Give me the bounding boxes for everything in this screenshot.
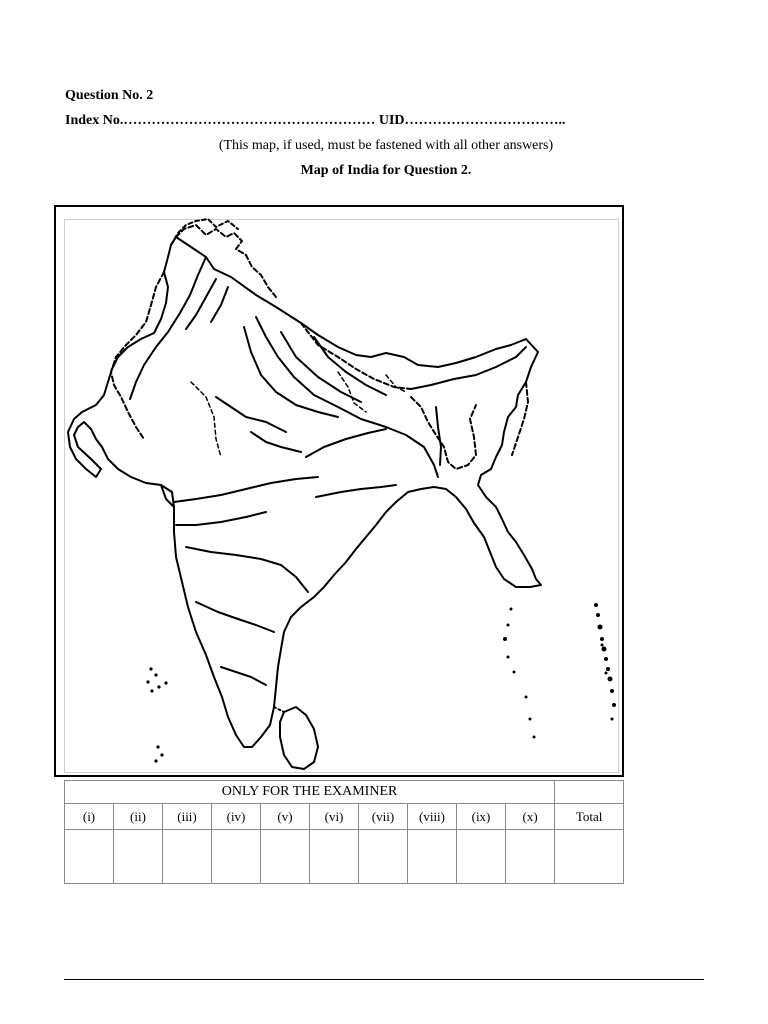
examiner-heading-blank bbox=[554, 780, 625, 804]
river-godavari bbox=[185, 546, 309, 593]
uid-field[interactable]: …………………………….. bbox=[404, 113, 566, 128]
marks-cell[interactable] bbox=[456, 829, 506, 884]
examiner-heading: ONLY FOR THE EXAMINER bbox=[63, 780, 556, 804]
map-inner-border bbox=[64, 219, 619, 773]
myanmar-border bbox=[511, 381, 529, 456]
marks-cell[interactable] bbox=[504, 829, 556, 884]
nepal-border bbox=[300, 322, 412, 390]
column-header: (ii) bbox=[113, 803, 163, 830]
map-fastening-note: (This map, if used, must be fastened wit… bbox=[218, 138, 554, 153]
river-2 bbox=[210, 286, 229, 323]
river-gandak bbox=[313, 336, 387, 396]
palk-strait bbox=[273, 706, 285, 713]
index-label: Index No. bbox=[65, 113, 124, 128]
river-mahanadi bbox=[315, 484, 397, 498]
column-header: (x) bbox=[504, 803, 556, 830]
index-uid-line: Index No.……………………………………………… UID………………………… bbox=[65, 113, 566, 129]
column-header: (viii) bbox=[407, 803, 457, 830]
river-son bbox=[305, 428, 387, 458]
marks-cell[interactable] bbox=[64, 829, 114, 884]
river-narmada bbox=[173, 476, 319, 503]
internal-boundary-2 bbox=[337, 371, 367, 413]
column-header: (iii) bbox=[162, 803, 212, 830]
internal-boundary-1 bbox=[190, 381, 222, 458]
river-betwa bbox=[250, 431, 302, 453]
total-header: Total bbox=[554, 803, 625, 830]
total-marks-cell[interactable] bbox=[554, 829, 625, 884]
column-header: (vii) bbox=[358, 803, 408, 830]
river-brahmaputra-lower bbox=[435, 406, 442, 466]
column-header: (ix) bbox=[456, 803, 506, 830]
index-number-field[interactable]: ……………………………………………… bbox=[123, 113, 376, 128]
myanmar-coast-islands bbox=[503, 607, 536, 739]
river-kaveri bbox=[220, 666, 267, 686]
marks-cell[interactable] bbox=[407, 829, 457, 884]
marks-cell[interactable] bbox=[211, 829, 261, 884]
river-ghaghara bbox=[280, 331, 362, 403]
column-header: (i) bbox=[64, 803, 114, 830]
river-chambal bbox=[215, 396, 287, 433]
river-indus bbox=[129, 256, 207, 400]
bangladesh-border bbox=[410, 396, 477, 470]
marks-cell[interactable] bbox=[260, 829, 310, 884]
northern-border bbox=[175, 224, 277, 298]
column-header: (iv) bbox=[211, 803, 261, 830]
western-border bbox=[110, 271, 165, 440]
river-tapi bbox=[175, 511, 267, 526]
india-outline-map[interactable] bbox=[56, 207, 622, 775]
map-frame bbox=[54, 205, 624, 777]
examiner-table: ONLY FOR THE EXAMINER (i) (ii) (iii) (iv… bbox=[63, 780, 625, 884]
kashmir-border bbox=[170, 218, 239, 246]
gulf-of-khambhat bbox=[160, 484, 175, 508]
marks-cell[interactable] bbox=[162, 829, 212, 884]
marks-cell[interactable] bbox=[113, 829, 163, 884]
uid-label: UID bbox=[378, 113, 405, 128]
column-header: (v) bbox=[260, 803, 310, 830]
river-yamuna bbox=[243, 326, 339, 418]
marks-cell[interactable] bbox=[358, 829, 408, 884]
map-title: Map of India for Question 2. bbox=[300, 163, 472, 178]
river-brahmaputra bbox=[410, 346, 527, 390]
river-krishna bbox=[195, 601, 275, 633]
marks-cell[interactable] bbox=[309, 829, 359, 884]
column-header: (vi) bbox=[309, 803, 359, 830]
lakshadweep-islands bbox=[146, 667, 168, 763]
river-ganga bbox=[255, 316, 439, 478]
internal-boundary-3 bbox=[385, 374, 407, 393]
footer-rule bbox=[64, 979, 704, 980]
andaman-islands bbox=[594, 603, 616, 721]
question-number: Question No. 2 bbox=[65, 88, 154, 103]
india-coastline bbox=[67, 236, 542, 748]
river-1 bbox=[185, 278, 217, 330]
sri-lanka bbox=[279, 706, 319, 770]
